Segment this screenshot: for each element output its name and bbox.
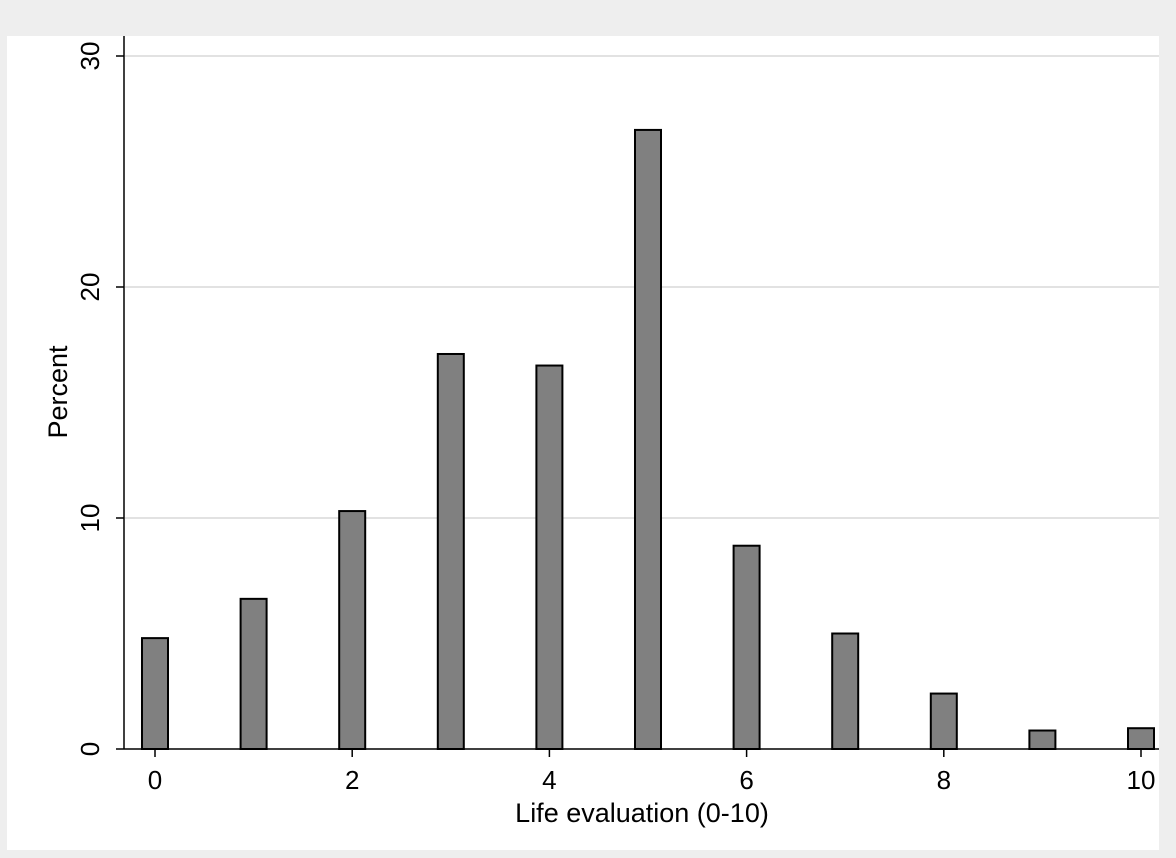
bar: [141, 637, 169, 750]
bars: [141, 128, 1155, 751]
bar: [831, 632, 860, 750]
plot-area: [7, 36, 1159, 850]
y-axis-title: Percent: [43, 345, 73, 439]
x-axis-ticks: 0 2 4 6 8 10: [148, 749, 1156, 795]
y-tick-label: 10: [75, 504, 105, 533]
y-tick-label: 30: [75, 42, 105, 71]
y-axis-ticks: 0 10 20 30: [75, 42, 124, 756]
bar: [338, 510, 367, 750]
bar: [1028, 729, 1057, 751]
y-tick-label: 0: [75, 742, 105, 756]
y-tick-label: 20: [75, 273, 105, 302]
x-tick-label: 8: [937, 765, 951, 795]
bar: [436, 352, 465, 750]
bar: [535, 364, 564, 750]
x-axis-title: Life evaluation (0-10): [515, 798, 769, 828]
x-tick-label: 6: [739, 765, 753, 795]
x-tick-label: 4: [542, 765, 556, 795]
bar: [239, 597, 268, 750]
bar: [1127, 727, 1155, 751]
bar: [732, 544, 761, 750]
x-tick-label: 0: [148, 765, 162, 795]
x-tick-label: 10: [1127, 765, 1156, 795]
bar: [929, 692, 958, 750]
bar: [634, 128, 662, 751]
x-tick-label: 2: [345, 765, 359, 795]
